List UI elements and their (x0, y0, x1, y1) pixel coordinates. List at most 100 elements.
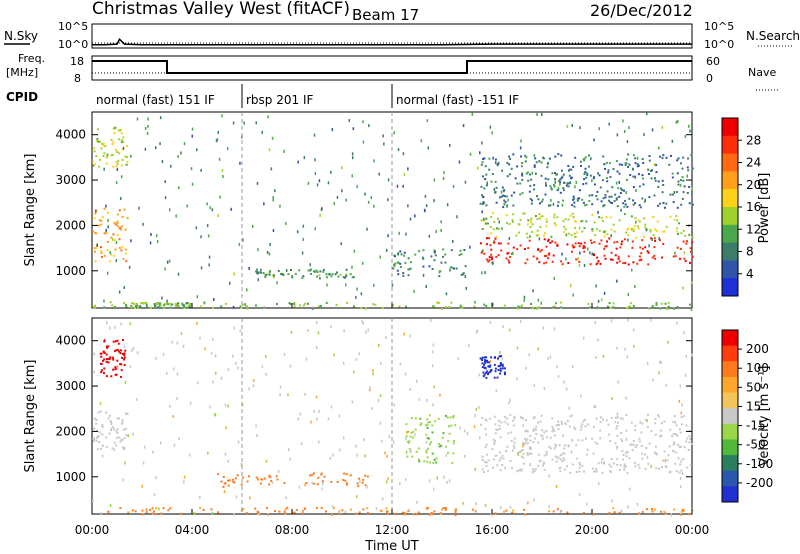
scatter-cell (449, 268, 451, 272)
scatter-cell (118, 246, 121, 249)
scatter-cell (618, 163, 621, 166)
scatter-cell (549, 241, 552, 244)
scatter-cell (119, 226, 122, 229)
scatter-cell (316, 483, 319, 486)
scatter-cell (655, 164, 658, 167)
scatter-cell (117, 159, 120, 162)
scatter-cell (564, 444, 567, 447)
colorbar-tick-label: 28 (746, 133, 761, 147)
scatter-cell (665, 202, 668, 205)
scatter-cell (564, 228, 567, 231)
scatter-cell (448, 479, 451, 483)
scatter-cell (631, 240, 634, 243)
scatter-cell (330, 513, 333, 516)
noise-lines (92, 37, 692, 46)
scatter-cell (329, 456, 331, 460)
scatter-cell (632, 440, 635, 442)
scatter-cell (539, 460, 542, 463)
scatter-cell (460, 273, 463, 276)
scatter-cell (338, 414, 341, 418)
scatter-cell (571, 244, 574, 247)
scatter-cell (553, 222, 556, 225)
scatter-cell (147, 124, 149, 128)
scatter-cell (141, 513, 144, 516)
scatter-cell (120, 375, 122, 378)
scatter-cell (603, 204, 606, 207)
y-tick-label: 3000 (55, 379, 86, 393)
scatter-cell (500, 355, 502, 358)
scatter-cell (554, 224, 557, 227)
scatter-cell (340, 242, 342, 246)
scatter-cell (331, 273, 334, 276)
scatter-cell (655, 453, 658, 456)
scatter-cell (95, 155, 98, 158)
scatter-cell (602, 220, 604, 223)
scatter-cell (117, 417, 120, 420)
scatter-cell (437, 443, 440, 445)
colorbar-tick-label: -200 (746, 476, 773, 490)
scatter-cell (644, 246, 647, 249)
scatter-cell (681, 403, 683, 407)
scatter-cell (614, 254, 617, 257)
scatter-cell (574, 185, 576, 189)
scatter-cell (503, 510, 506, 513)
scatter-cell (169, 306, 172, 309)
scatter-cell (508, 173, 511, 176)
scatter-cell (665, 307, 668, 310)
scatter-cell (638, 185, 641, 188)
scatter-cell (279, 385, 282, 389)
scatter-cell (190, 167, 193, 171)
scatter-cell (407, 510, 410, 513)
scatter-cell (679, 247, 682, 250)
scatter-cell (173, 367, 175, 371)
scatter-cell (675, 215, 678, 218)
scatter-cell (177, 155, 179, 158)
scatter-cell (287, 448, 290, 452)
scatter-cell (379, 394, 382, 398)
scatter-cell (539, 420, 542, 423)
scatter-cell (480, 251, 483, 254)
scatter-cell (517, 231, 520, 234)
scatter-cell (107, 225, 109, 229)
scatter-cell (124, 155, 127, 158)
scatter-cell (573, 426, 576, 429)
scatter-cell (525, 366, 527, 370)
scatter-cell (451, 461, 454, 464)
scatter-cell (490, 253, 493, 256)
scatter-cell (269, 270, 272, 273)
scatter-cell (637, 227, 640, 230)
scatter-cell (452, 267, 455, 270)
scatter-cell (111, 153, 114, 156)
scatter-cell (541, 464, 544, 467)
colorbar-swatch (722, 439, 738, 456)
scatter-cell (686, 437, 689, 440)
scatter-cell (669, 193, 672, 196)
scatter-cell (302, 304, 305, 307)
scatter-cell (183, 305, 186, 308)
scatter-cell (292, 511, 294, 514)
colorbar-tick-label: -15 (746, 419, 766, 433)
scatter-cell (276, 281, 278, 285)
scatter-cell (402, 274, 405, 277)
scatter-cell (227, 404, 229, 408)
scatter-cell (109, 260, 112, 263)
scatter-cell (235, 361, 237, 365)
scatter-cell (269, 243, 271, 246)
scatter-cell (98, 224, 100, 227)
scatter-cell (563, 447, 566, 450)
scatter-cell (625, 396, 627, 400)
scatter-cell (581, 198, 584, 201)
scatter-cell (202, 509, 205, 511)
scatter-cell (505, 509, 508, 512)
scatter-cell (507, 198, 509, 202)
scatter-cell (320, 507, 323, 509)
scatter-cell (164, 180, 166, 184)
scatter-cell (490, 232, 493, 235)
scatter-cell (506, 204, 508, 208)
time-axis-ticks: 00:00 04:00 08:00 12:00 16:00 20:00 00:00 (75, 523, 710, 537)
scatter-cell (167, 303, 170, 306)
scatter-cell (528, 353, 530, 357)
scatter-cell (413, 289, 415, 293)
scatter-cell (676, 433, 679, 437)
scatter-cell (630, 421, 633, 424)
